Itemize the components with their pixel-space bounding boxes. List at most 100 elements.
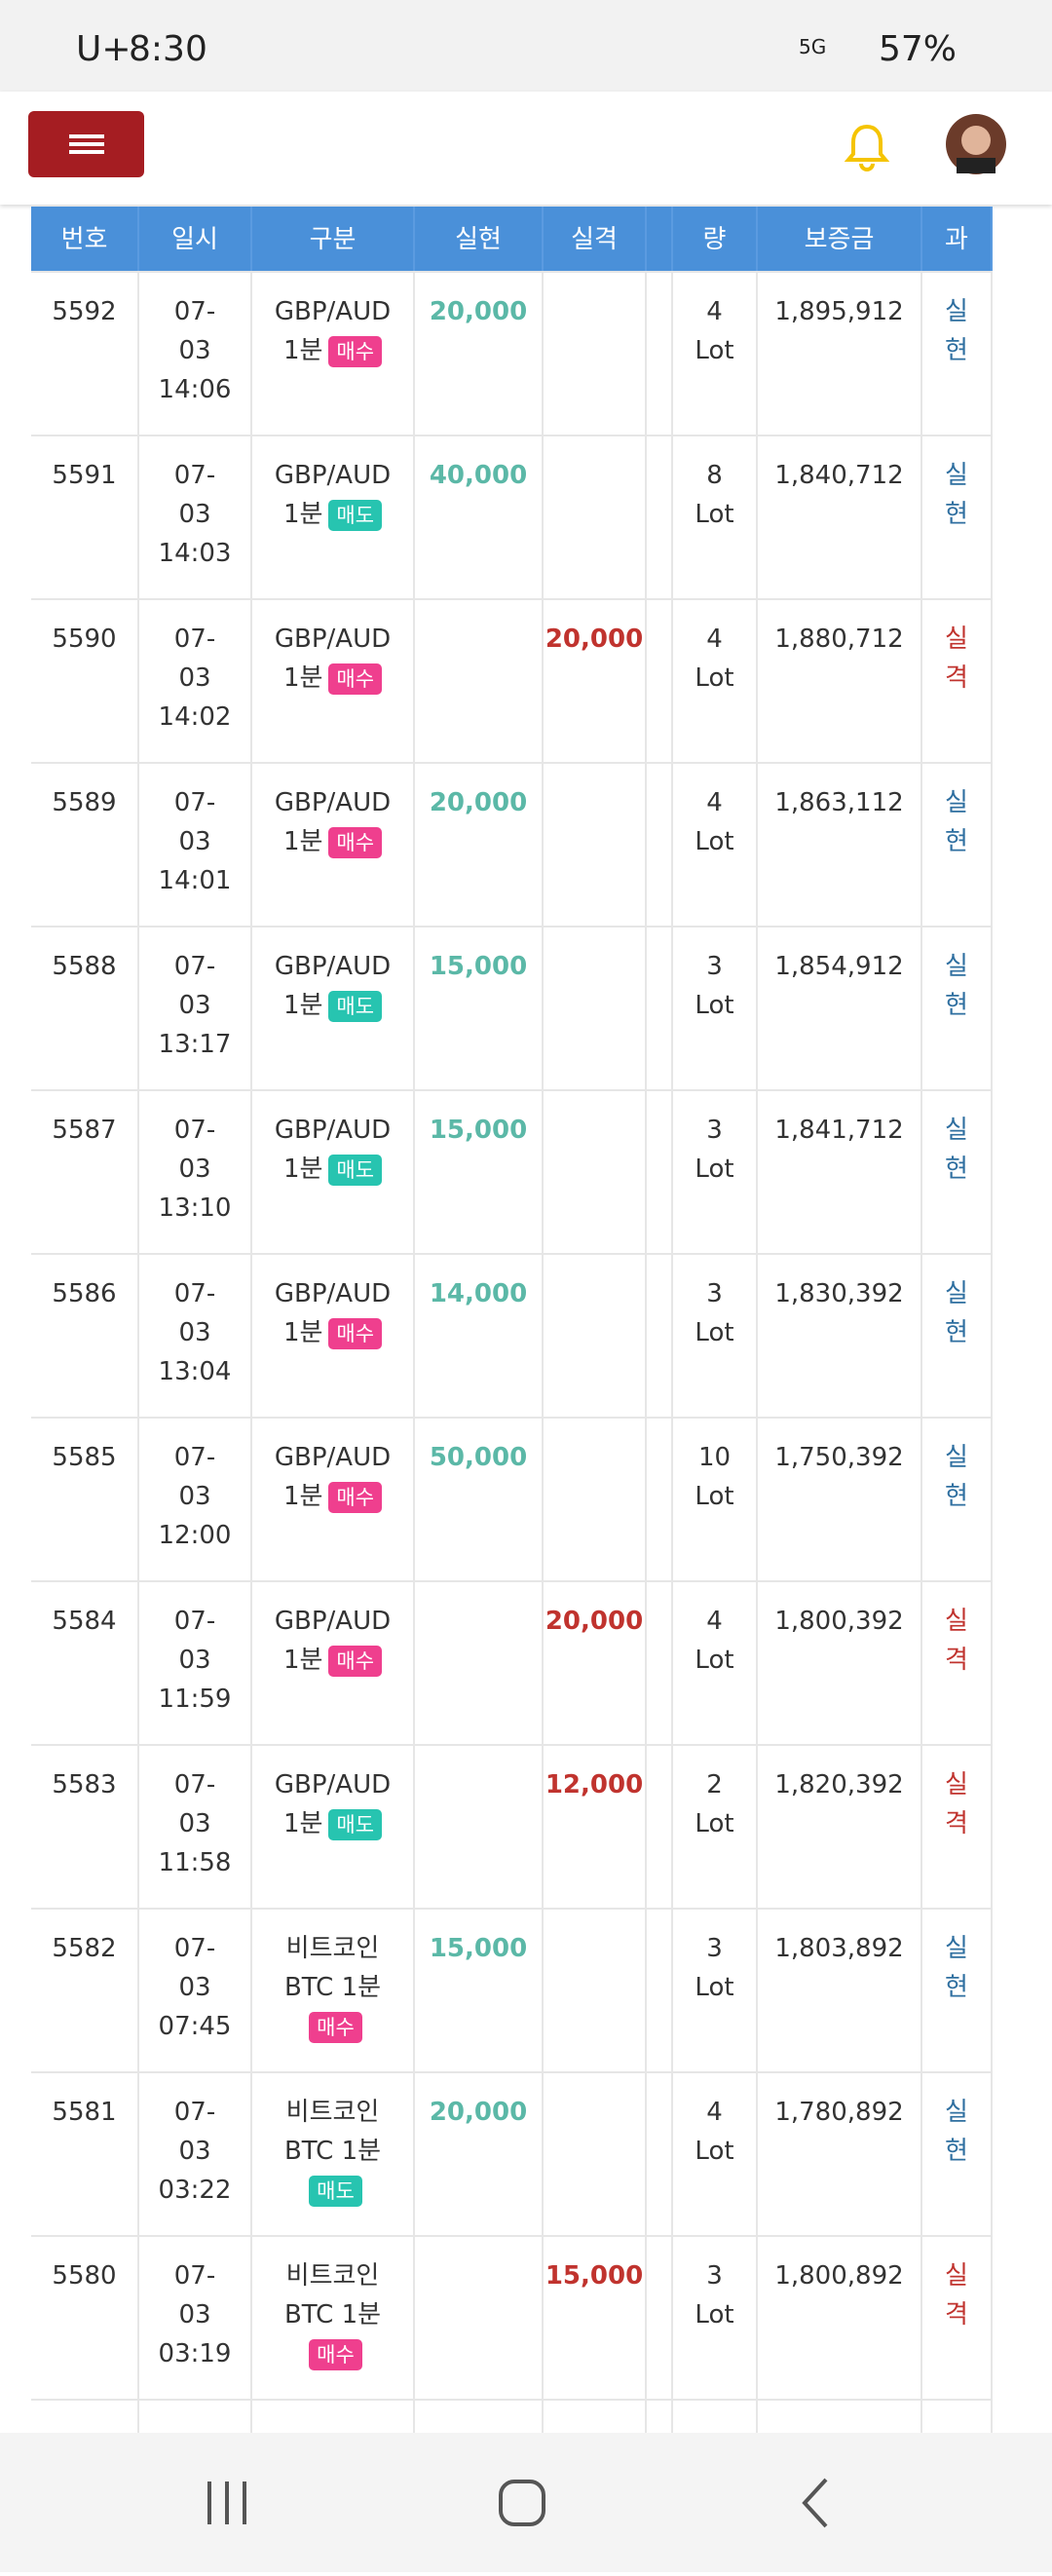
table-cell: 3 Lot [673,1255,758,1417]
table-cell: 실현 [922,436,993,598]
table-cell [922,2401,993,2433]
profit: 14,000 [429,1279,528,1308]
result: 실현 [945,1443,968,1511]
profit: 40,000 [429,461,528,490]
table-cell: 5583 [31,1746,139,1908]
side-badge: 매도 [328,991,383,1022]
product: GBP/AUD [274,1770,392,1799]
product: GBP/AUD [274,952,392,981]
side-badge: 매수 [328,1646,383,1677]
product: GBP/AUD [274,1607,392,1636]
table-cell: 2 Lot [673,1746,758,1908]
side-badge: 매수 [328,827,383,858]
table-cell: 12,000 [544,1746,647,1908]
table-cell: GBP/AUD 1분 매도 [252,1091,415,1253]
table-cell: 07- 03 03:22 [139,2073,252,2235]
header-cell: 실격 [544,207,647,271]
table-cell: 15,000 [544,2237,647,2399]
table-cell: 3 Lot [673,928,758,1089]
trade-time: 03 [178,1973,211,2002]
table-cell: 4 Lot [673,600,758,762]
table-cell: 4 Lot [673,2073,758,2235]
header-text: 구분 [309,225,357,254]
table-cell [647,764,673,926]
product: GBP/AUD [274,1443,392,1472]
table-cell: 07- 03 03:19 [139,2237,252,2399]
avatar[interactable] [945,113,1007,175]
table-cell: 1,800,392 [758,1582,922,1744]
trade-time: 13:17 [158,1030,232,1059]
table-cell: 실현 [922,1255,993,1417]
table-cell [544,2073,647,2235]
table-cell: 4 Lot [673,1582,758,1744]
table-cell [139,2401,252,2433]
network: 5G [799,35,827,58]
battery: 57% [879,29,958,69]
table-cell: 실격 [922,1746,993,1908]
trade-time: 03 [178,663,211,693]
table-cell: 실격 [922,1582,993,1744]
header-text: 번호 [60,225,108,254]
trade-time: 14:01 [158,866,232,895]
quantity: 3 [706,1116,723,1145]
product: BTC 1분 [283,2137,382,2166]
table-cell: 비트코인 BTC 1분 매수 [252,1910,415,2071]
table-cell: 1,863,112 [758,764,922,926]
result: 실현 [945,297,968,365]
trade-time: 03 [178,336,211,365]
table-cell: 07- 03 14:01 [139,764,252,926]
trade-no: 5586 [52,1279,117,1308]
table-row: 5588 07- 03 13:17 GBP/AUD 1분 매도 15,000 3 Lot 1,854… [31,928,993,1091]
margin: 1,863,112 [774,788,904,817]
table-cell: 1,841,712 [758,1091,922,1253]
table-cell: 5584 [31,1582,139,1744]
product: 1분 [282,663,323,693]
trade-time: 03 [178,991,211,1020]
table-cell: 5588 [31,928,139,1089]
table-cell: GBP/AUD 1분 매도 [252,436,415,598]
header-cell [647,207,673,271]
product: 1분 [282,336,323,365]
trade-time: 14:02 [158,702,232,732]
table-cell: GBP/AUD 1분 매수 [252,1255,415,1417]
table-cell: 1,840,712 [758,436,922,598]
trade-time: 12:00 [158,1521,232,1550]
margin: 1,780,892 [774,2098,904,2127]
table-cell [415,600,544,762]
table-cell: 1,854,912 [758,928,922,1089]
bell-icon[interactable] [844,121,890,171]
table-cell: 5580 [31,2237,139,2399]
trade-no: 5587 [52,1116,117,1145]
table-cell: 1,895,912 [758,273,922,435]
quantity: 10 [697,1443,732,1472]
table-cell: 실현 [922,2073,993,2235]
header-cell: 실현 [415,207,544,271]
profit: 15,000 [429,952,528,981]
table-cell: 07- 03 11:59 [139,1582,252,1744]
product: 1분 [282,1809,323,1838]
table-cell: 5590 [31,600,139,762]
table-cell: GBP/AUD 1분 매도 [252,1746,415,1908]
table-cell [544,764,647,926]
quantity: 4 [706,1607,723,1636]
table-cell: 10 Lot [673,1419,758,1580]
table-cell [415,1582,544,1744]
product: 비트코인 [285,2261,380,2291]
table-cell: 1,750,392 [758,1419,922,1580]
side-badge: 매도 [328,1155,383,1186]
table-row: 5592 07- 03 14:06 GBP/AUD 1분 매수 20,000 4 Lot 1,895… [31,273,993,436]
header-cell: 일시 [139,207,252,271]
table-cell: 실현 [922,1419,993,1580]
trade-time: 07- [173,1116,216,1145]
product: 비트코인 [285,1934,380,1963]
table-row: 5581 07- 03 03:22 비트코인 BTC 1분 매도 20,000 4 Lot 1,78… [31,2073,993,2237]
table-row: 5590 07- 03 14:02 GBP/AUD 1분 매수 20,000 4 Lot 1,880… [31,600,993,764]
trade-time: 03 [178,500,211,529]
menu-button[interactable] [28,111,144,177]
table-cell: 실격 [922,2237,993,2399]
table-row [31,2401,993,2433]
nav-icons [207,2478,828,2528]
quantity: Lot [695,1155,734,1184]
table-cell [647,1419,673,1580]
nav-bar [0,2433,1052,2572]
